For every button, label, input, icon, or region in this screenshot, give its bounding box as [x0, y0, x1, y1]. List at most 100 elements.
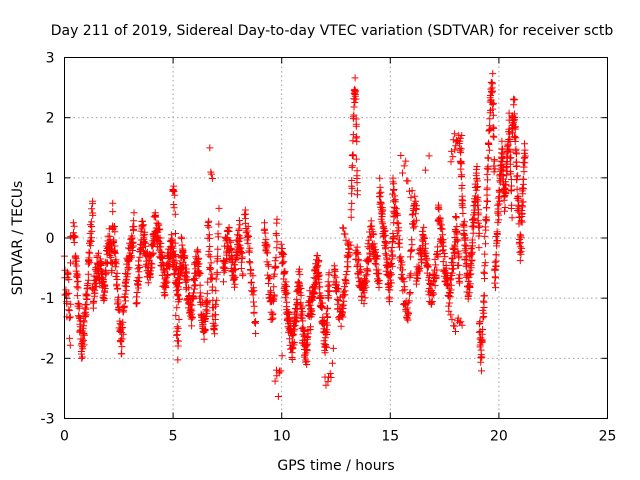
data-point: [503, 171, 511, 179]
data-point: [111, 242, 119, 250]
data-point: [79, 338, 86, 346]
data-point: [65, 314, 73, 322]
data-point: [456, 271, 464, 279]
data-point: [125, 264, 133, 272]
data-point: [283, 282, 290, 290]
data-point: [397, 253, 405, 261]
data-point: [158, 253, 166, 261]
data-point: [340, 297, 348, 305]
data-point: [449, 136, 457, 144]
data-point: [243, 227, 251, 235]
data-point: [296, 279, 303, 287]
data-point: [421, 235, 428, 242]
data-point: [484, 154, 492, 162]
data-point: [407, 270, 415, 278]
data-point: [91, 289, 99, 297]
data-point: [249, 291, 257, 299]
data-point: [65, 306, 73, 314]
data-point: [405, 310, 413, 318]
data-point: [278, 260, 286, 268]
data-point: [263, 242, 271, 250]
data-point: [489, 70, 497, 78]
data-point: [347, 241, 355, 249]
y-tick-label: 3: [46, 51, 55, 67]
data-point: [451, 322, 459, 330]
data-point: [452, 136, 460, 144]
data-point: [261, 229, 269, 237]
data-point: [311, 285, 319, 293]
data-point: [369, 231, 377, 239]
data-point: [476, 319, 483, 327]
data-point: [95, 249, 102, 257]
data-point: [412, 197, 420, 205]
data-point: [237, 265, 245, 272]
data-point: [519, 203, 526, 211]
data-point: [382, 240, 390, 248]
data-point: [303, 361, 311, 368]
data-point: [519, 198, 527, 206]
data-point: [361, 294, 369, 302]
data-point: [432, 261, 440, 269]
data-point: [457, 158, 465, 166]
data-point: [155, 221, 163, 229]
data-point: [161, 291, 169, 299]
data-point: [168, 238, 176, 246]
data-point: [324, 378, 332, 386]
data-point: [396, 243, 403, 251]
data-point: [310, 290, 318, 298]
data-point: [394, 232, 402, 240]
data-point: [201, 325, 209, 333]
data-point: [378, 218, 386, 226]
data-point: [387, 279, 395, 287]
data-point: [416, 264, 424, 272]
data-point: [476, 343, 484, 351]
data-point: [85, 259, 93, 267]
data-point: [212, 300, 220, 308]
data-point: [109, 208, 117, 216]
data-point: [145, 256, 153, 264]
data-point: [250, 298, 257, 306]
data-point: [265, 262, 273, 270]
data-point: [85, 248, 93, 256]
data-point: [480, 268, 488, 276]
data-point: [339, 224, 347, 232]
data-point: [472, 165, 480, 173]
data-point: [490, 133, 498, 141]
data-point: [482, 215, 490, 223]
data-point: [302, 356, 310, 364]
data-point: [347, 213, 355, 221]
data-point: [469, 229, 477, 237]
data-point: [270, 291, 278, 299]
data-point: [466, 280, 474, 288]
data-point: [308, 311, 316, 318]
data-point: [324, 314, 332, 321]
data-point: [207, 170, 215, 178]
data-point: [406, 289, 414, 296]
data-point: [454, 237, 462, 245]
data-point: [488, 80, 496, 88]
data-point: [345, 245, 353, 253]
data-point: [313, 252, 321, 259]
data-point: [179, 247, 187, 255]
data-point: [494, 208, 502, 216]
data-point: [129, 242, 137, 250]
data-point: [133, 299, 141, 307]
data-point: [465, 274, 473, 282]
data-point: [508, 214, 516, 222]
data-point: [411, 222, 419, 230]
data-point: [208, 175, 216, 182]
data-point: [333, 281, 340, 289]
data-point: [205, 247, 213, 255]
data-point: [201, 318, 209, 325]
data-point: [206, 253, 214, 261]
data-point: [80, 330, 88, 338]
data-point: [357, 268, 365, 276]
data-point: [494, 194, 502, 202]
data-point: [111, 249, 119, 256]
data-point: [490, 157, 498, 165]
data-point: [79, 345, 87, 353]
data-point: [489, 111, 497, 119]
data-point: [174, 356, 182, 364]
data-point: [490, 162, 498, 170]
data-point: [506, 136, 514, 143]
